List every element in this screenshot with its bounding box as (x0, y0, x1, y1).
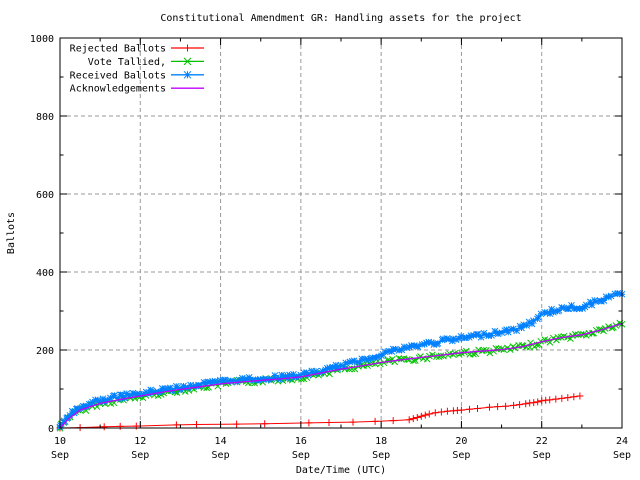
legend-sample-marker (183, 70, 192, 79)
x-tick-label: 20 (455, 436, 467, 447)
grid-layer (60, 38, 622, 428)
series-line-vote-tallied (59, 323, 623, 429)
y-tick-label: 1000 (30, 34, 54, 45)
x-tick-label: 14 (215, 436, 227, 447)
series-markers-received-ballots (56, 290, 626, 431)
y-tick-label: 200 (36, 346, 54, 357)
x-tick-sublabel: Sep (131, 450, 149, 461)
series-line-acknowledgements (59, 322, 623, 429)
x-tick-label: 16 (295, 436, 307, 447)
x-tick-label: 12 (134, 436, 146, 447)
x-tick-sublabel: Sep (292, 450, 310, 461)
x-tick-sublabel: Sep (51, 450, 69, 461)
legend-label: Vote Tallied, (88, 57, 166, 68)
legend: Rejected Ballots Vote Tallied, Received Ba… (70, 44, 204, 95)
x-tick-label: 22 (536, 436, 548, 447)
x-tick-label: 24 (616, 436, 628, 447)
x-tick-label: 18 (375, 436, 387, 447)
x-tick-sublabel: Sep (372, 450, 390, 461)
y-tick-label: 600 (36, 190, 54, 201)
y-tick-label: 800 (36, 112, 54, 123)
y-tick-label: 400 (36, 268, 54, 279)
series-layer (56, 290, 626, 432)
tick-layer (59, 37, 623, 429)
x-axis-label: Date/Time (UTC) (296, 465, 386, 476)
y-axis-label: Ballots (6, 212, 17, 254)
legend-label: Rejected Ballots (70, 44, 166, 55)
tick-label-layer: 10 Sep 12 Sep 14 Sep 16 Sep 18 Sep 20 Sep 22 Sep 24 Sep… (30, 34, 631, 461)
x-tick-label: 10 (54, 436, 66, 447)
x-tick-sublabel: Sep (212, 450, 230, 461)
y-tick-label: 0 (48, 424, 54, 435)
legend-label: Acknowledgements (70, 84, 166, 95)
x-tick-sublabel: Sep (533, 450, 551, 461)
legend-sample-marker (184, 44, 191, 52)
chart-title: Constitutional Amendment GR: Handling as… (160, 13, 521, 24)
x-tick-sublabel: Sep (613, 450, 631, 461)
legend-sample-marker (183, 57, 192, 66)
x-tick-sublabel: Sep (452, 450, 470, 461)
series-markers-vote-tallied (56, 319, 626, 432)
series-line-received-ballots (59, 293, 623, 429)
legend-label: Received Ballots (70, 70, 166, 81)
